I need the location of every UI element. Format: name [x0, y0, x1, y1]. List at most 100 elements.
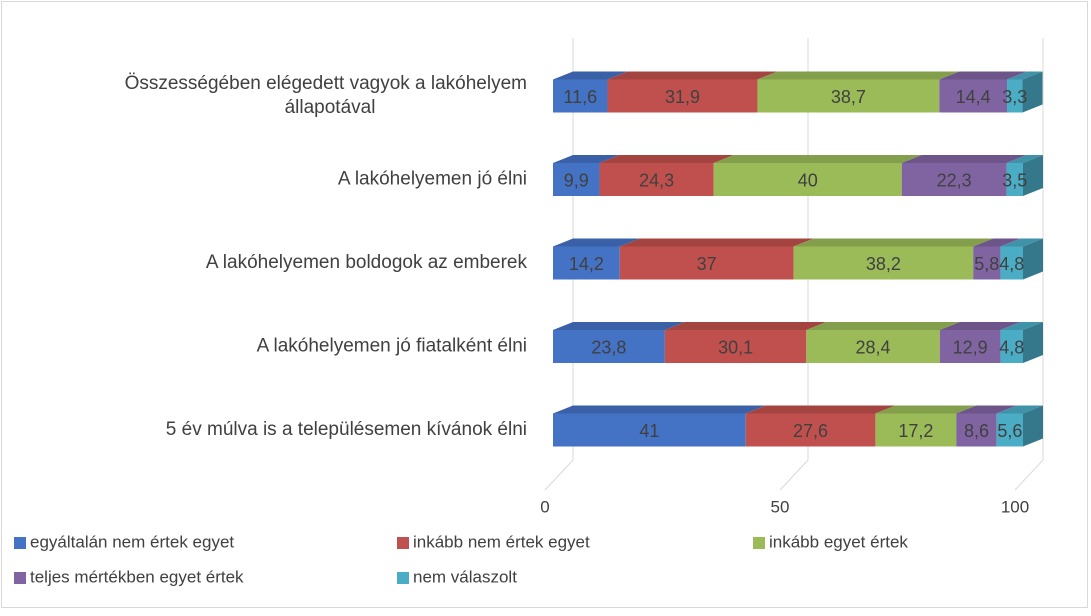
- bar: [875, 413, 957, 447]
- bar-top: [1006, 155, 1043, 163]
- data-label: 8,6: [964, 421, 989, 441]
- legend-label: inkább egyet értek: [769, 532, 908, 551]
- bar-top: [713, 155, 922, 163]
- bar: [901, 163, 1007, 196]
- x-tick-label: 0: [540, 497, 549, 516]
- data-label: 41: [639, 421, 659, 441]
- bar-top: [553, 322, 685, 330]
- data-label: 9,9: [564, 170, 589, 190]
- bar: [607, 79, 758, 113]
- data-label: 38,2: [866, 254, 901, 274]
- data-label: 5,6: [997, 421, 1022, 441]
- bar-top: [757, 71, 960, 80]
- data-label: 27,6: [793, 421, 828, 441]
- bar: [619, 246, 794, 280]
- legend-swatch: [14, 572, 26, 584]
- bar: [713, 163, 902, 196]
- bar: [1000, 330, 1023, 363]
- grid-line: [779, 459, 809, 491]
- legend-label: teljes mértékben egyet értek: [30, 567, 244, 586]
- bar-top: [553, 405, 766, 414]
- bar-side: [1023, 405, 1043, 447]
- x-tick-label: 50: [771, 497, 790, 516]
- data-label: 31,9: [665, 87, 700, 107]
- category-label-line: állapotával: [285, 97, 376, 118]
- bar: [553, 246, 620, 280]
- bar: [553, 79, 608, 113]
- bar-top: [553, 238, 640, 247]
- grid-line: [1014, 459, 1044, 491]
- category-label: A lakóhelyemen boldogok az emberek: [206, 252, 528, 273]
- bar-top: [745, 405, 896, 414]
- bar-top: [553, 71, 628, 80]
- bar-top: [939, 71, 1028, 80]
- data-label: 28,4: [856, 337, 891, 357]
- bar-top: [1007, 71, 1043, 80]
- data-label: 14,4: [956, 87, 991, 107]
- bar: [1000, 246, 1023, 280]
- legend-label: inkább nem értek egyet: [413, 532, 590, 551]
- bar-side: [1022, 71, 1043, 113]
- bar-top: [619, 238, 814, 247]
- bar: [939, 79, 1008, 113]
- bar-side: [1023, 155, 1043, 196]
- bar-top: [793, 238, 994, 247]
- data-label: 3,3: [1002, 87, 1027, 107]
- bar: [939, 330, 1001, 363]
- data-label: 5,8: [974, 254, 999, 274]
- bar: [553, 413, 746, 447]
- legend-swatch: [753, 537, 765, 549]
- category-label: A lakóhelyemen jó élni: [338, 169, 527, 190]
- data-label: 12,9: [953, 337, 988, 357]
- bar-top: [607, 71, 778, 80]
- bar: [553, 163, 600, 196]
- bar-top: [875, 405, 977, 414]
- bar-top: [806, 322, 960, 330]
- data-label: 37: [697, 254, 717, 274]
- legend-label: egyáltalán nem értek egyet: [30, 532, 234, 551]
- data-label: 11,6: [563, 87, 597, 107]
- bar: [1006, 163, 1023, 196]
- x-tick-label: 100: [1001, 497, 1029, 516]
- bar: [757, 79, 940, 113]
- bar: [599, 163, 714, 196]
- legend-swatch: [397, 572, 409, 584]
- bar-top: [996, 405, 1043, 414]
- bar-top: [664, 322, 827, 330]
- data-label: 4,8: [999, 337, 1024, 357]
- bar-top: [901, 155, 1027, 163]
- data-label: 24,3: [639, 170, 674, 190]
- bar-top: [1000, 322, 1043, 330]
- bar-top: [553, 155, 620, 163]
- category-label: 5 év múlva is a településemen kívánok él…: [166, 419, 527, 440]
- bar-side: [1023, 322, 1043, 363]
- bar: [1007, 79, 1023, 113]
- bar: [996, 413, 1023, 447]
- bar: [745, 413, 876, 447]
- data-label: 3,5: [1002, 170, 1027, 190]
- bar-top: [973, 238, 1021, 247]
- bar-side: [1023, 238, 1043, 280]
- bar: [793, 246, 974, 280]
- data-label: 17,2: [898, 421, 933, 441]
- data-label: 30,1: [718, 337, 753, 357]
- bar-top: [1000, 238, 1043, 247]
- bar-top: [599, 155, 734, 163]
- bar: [664, 330, 807, 363]
- category-label: A lakóhelyemen jó fiatalként élni: [257, 336, 527, 357]
- data-label: 4,8: [999, 254, 1024, 274]
- category-label-line: Összességében elégedett vagyok a lakóhel…: [125, 73, 527, 94]
- category-label: Összességében elégedett vagyok a lakóhel…: [125, 73, 527, 118]
- bar: [553, 330, 665, 363]
- data-label: 22,3: [937, 170, 972, 190]
- bar-top: [956, 405, 1017, 414]
- legend-swatch: [14, 537, 26, 549]
- bar: [973, 246, 1001, 280]
- data-label: 38,7: [831, 87, 866, 107]
- bar: [806, 330, 940, 363]
- data-label: 23,8: [591, 337, 626, 357]
- bar: [956, 413, 997, 447]
- data-label: 14,2: [569, 254, 604, 274]
- grid-line: [544, 459, 574, 491]
